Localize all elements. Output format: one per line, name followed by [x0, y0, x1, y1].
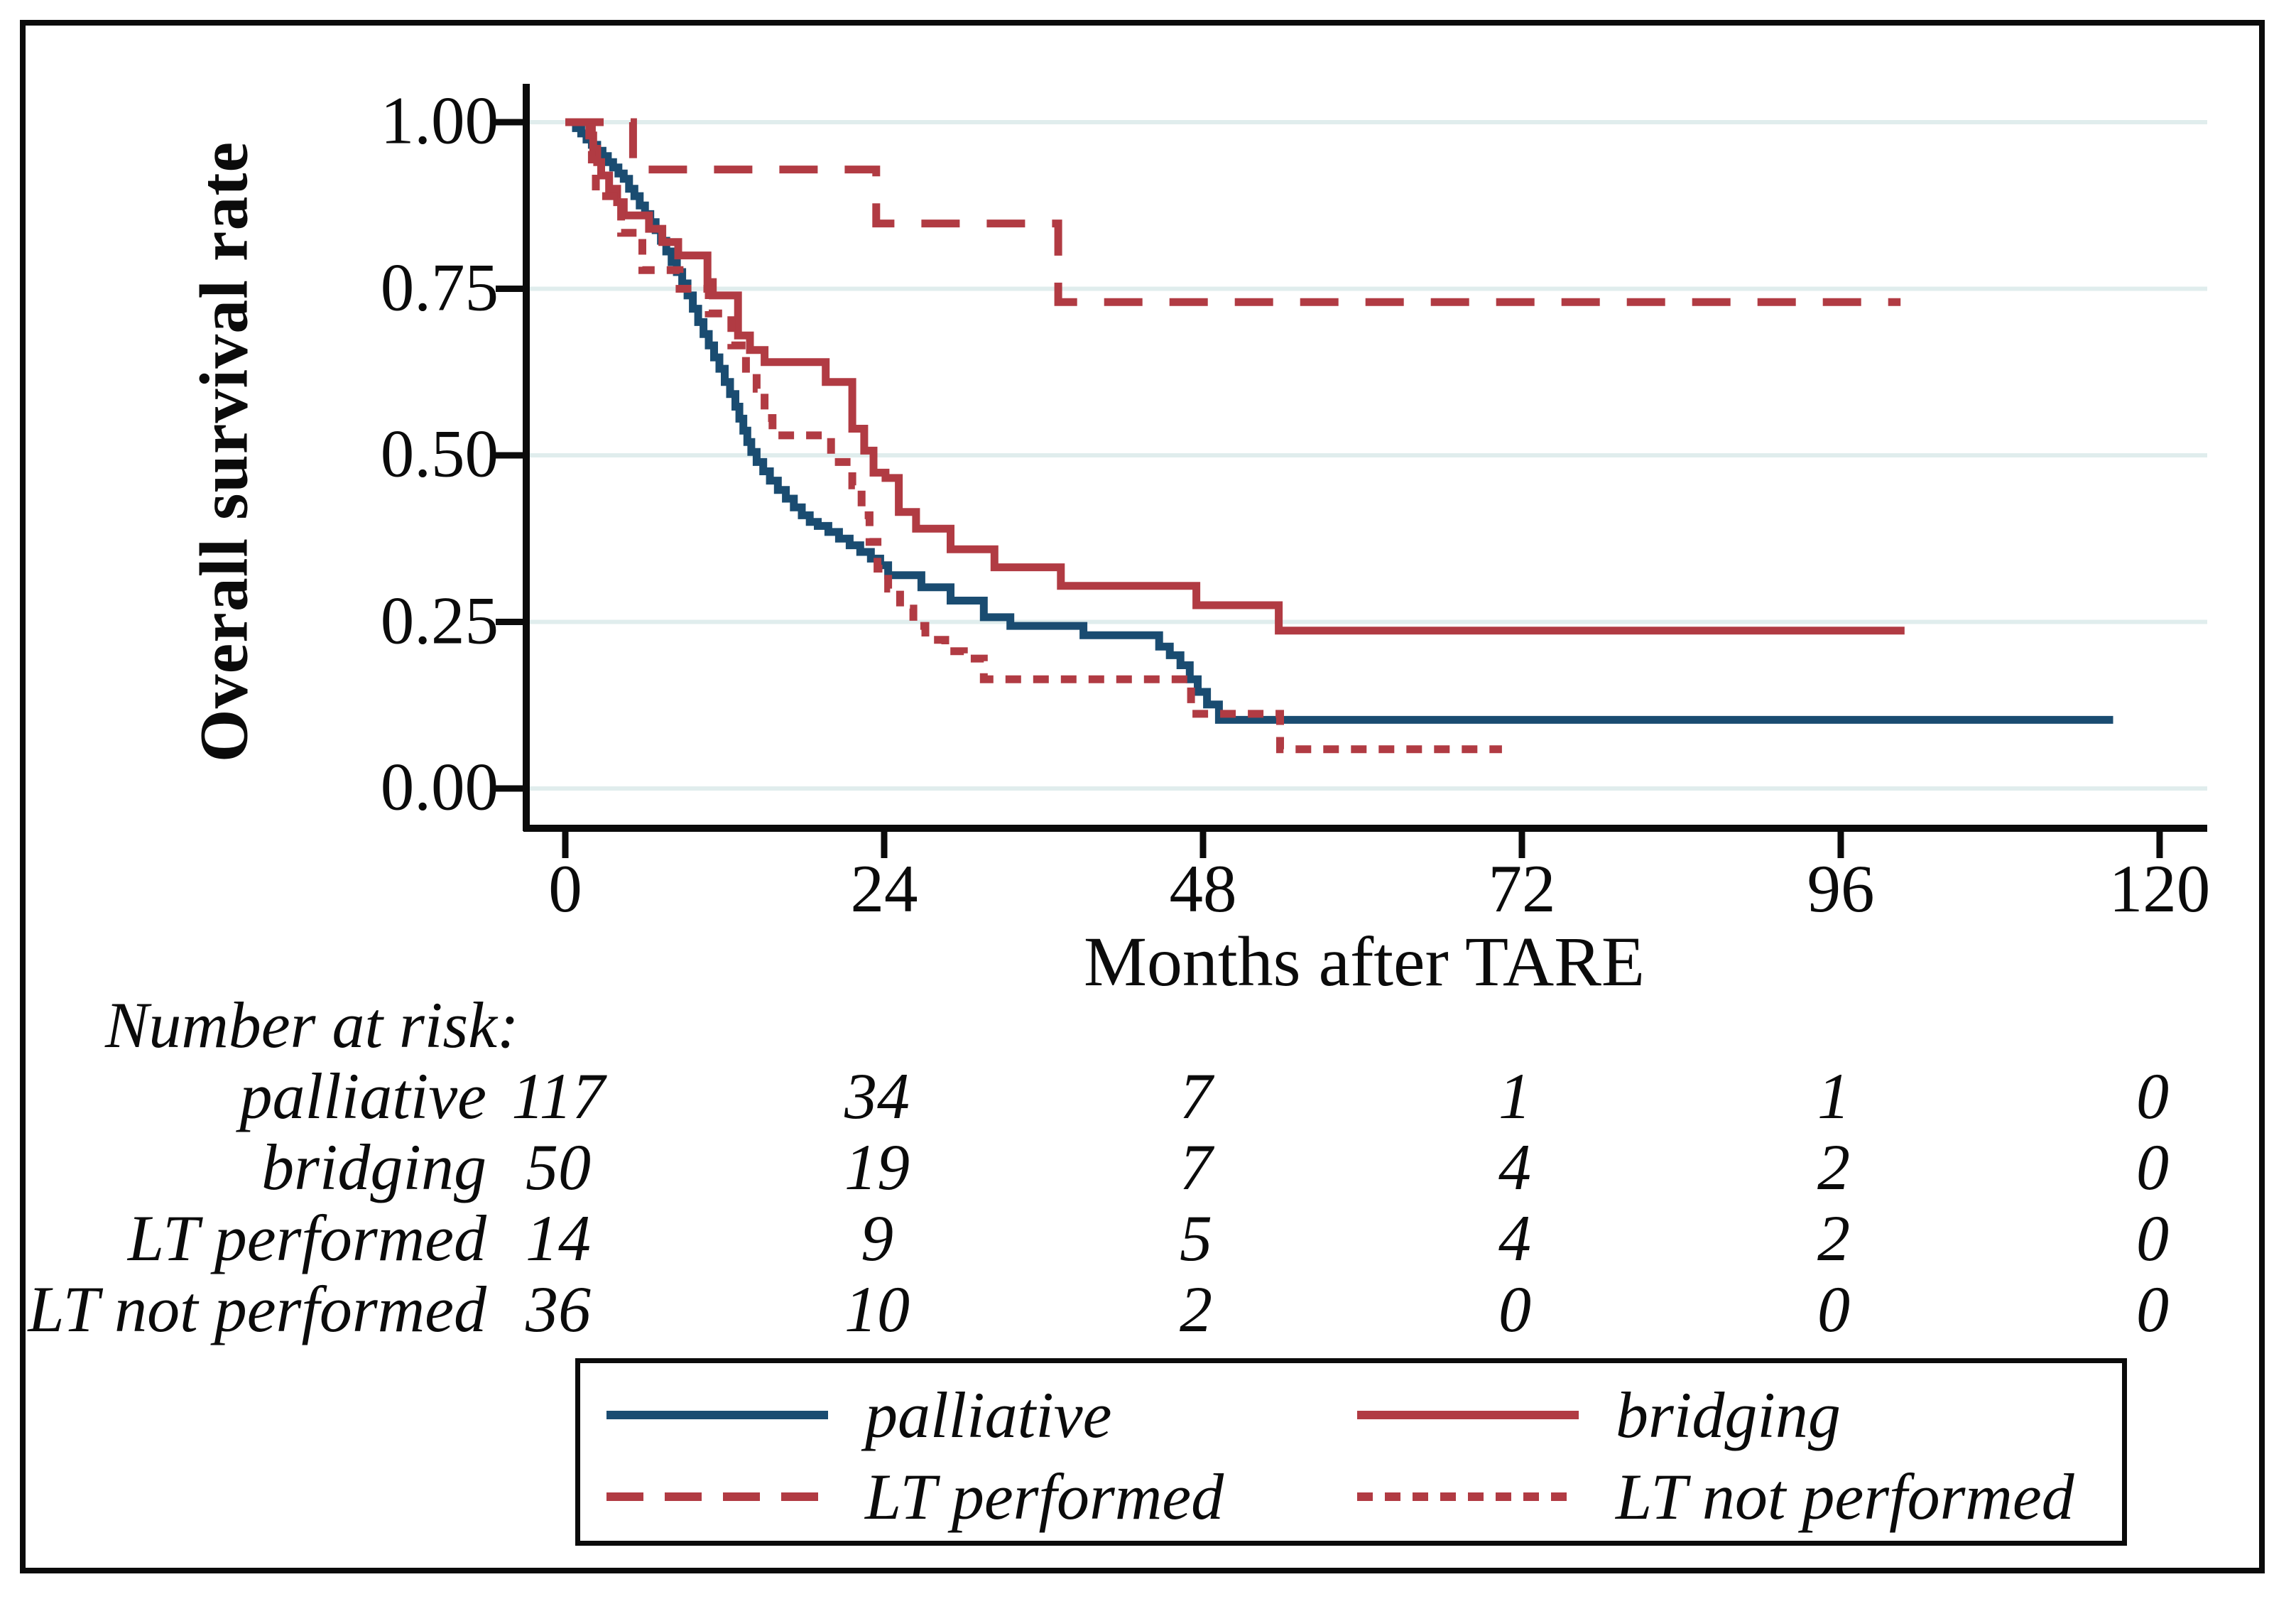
legend-label-palliative: palliative	[865, 1379, 1112, 1451]
risk-row-label: bridging	[261, 1130, 486, 1203]
x-tick-label: 48	[1169, 851, 1237, 926]
x-tick-label: 0	[548, 851, 582, 926]
y-tick-label: 1.00	[380, 82, 499, 158]
risk-count: 19	[844, 1130, 910, 1203]
risk-count: 2	[1179, 1272, 1212, 1345]
risk-count: 2	[1817, 1130, 1850, 1203]
risk-count: 34	[844, 1059, 910, 1132]
risk-count: 14	[526, 1201, 591, 1274]
legend-item-palliative: palliative	[604, 1377, 1111, 1453]
y-axis-title: Overall survival rate	[185, 141, 262, 763]
legend-label-lt-performed: LT performed	[865, 1460, 1224, 1533]
y-tick-label: 0.25	[380, 582, 499, 658]
y-tick-label: 0.00	[380, 749, 499, 825]
risk-count: 5	[1179, 1201, 1212, 1274]
curve-palliative	[565, 118, 2113, 724]
risk-row-label: palliative	[239, 1059, 486, 1132]
risk-count: 117	[511, 1059, 605, 1132]
risk-count: 0	[1817, 1272, 1850, 1345]
risk-table-title: Number at risk:	[105, 989, 519, 1061]
risk-count: 7	[1179, 1059, 1212, 1132]
risk-count: 9	[860, 1201, 893, 1274]
risk-count: 0	[2136, 1059, 2169, 1132]
survival-curves	[565, 118, 2113, 754]
risk-count: 7	[1179, 1130, 1212, 1203]
legend-item-bridging: bridging	[1354, 1377, 1841, 1453]
risk-count: 36	[526, 1272, 591, 1345]
legend-label-lt-not-performed: LT not performed	[1616, 1460, 2074, 1533]
axes	[496, 84, 2207, 858]
risk-count: 0	[2136, 1201, 2169, 1274]
risk-count: 10	[844, 1272, 910, 1345]
y-tick-label: 0.50	[380, 416, 499, 492]
lt-not-performed-line-sample	[1357, 1492, 1579, 1501]
risk-count: 4	[1498, 1201, 1531, 1274]
curve-lt-not-performed	[565, 118, 1502, 754]
risk-count: 50	[526, 1130, 591, 1203]
x-axis-title: Months after TARE	[1083, 922, 1645, 1001]
curve-bridging	[565, 118, 1905, 635]
x-tick-label: 120	[2109, 851, 2211, 926]
x-tick-label: 96	[1807, 851, 1875, 926]
risk-count: 2	[1817, 1201, 1850, 1274]
risk-count: 1	[1498, 1059, 1531, 1132]
risk-count: 4	[1498, 1130, 1531, 1203]
palliative-line-sample	[606, 1411, 828, 1419]
x-tick-label: 72	[1488, 851, 1556, 926]
bridging-line-sample	[1357, 1411, 1579, 1419]
figure-border	[20, 20, 2265, 1573]
risk-count: 0	[2136, 1130, 2169, 1203]
y-tick-label: 0.75	[380, 249, 499, 325]
risk-count: 0	[1498, 1272, 1531, 1345]
legend-label-bridging: bridging	[1616, 1379, 1841, 1451]
risk-count: 1	[1817, 1059, 1850, 1132]
legend: palliative bridging LT performed LT not …	[575, 1358, 2127, 1546]
x-tick-label: 24	[850, 851, 918, 926]
legend-item-lt-not-performed: LT not performed	[1354, 1459, 2074, 1534]
lt-performed-line-sample	[606, 1492, 828, 1501]
gridlines	[529, 120, 2207, 791]
curve-lt-performed	[565, 118, 1901, 306]
risk-count: 0	[2136, 1272, 2169, 1345]
risk-row-label: LT performed	[127, 1201, 486, 1274]
risk-row-label: LT not performed	[28, 1272, 486, 1345]
legend-item-lt-performed: LT performed	[604, 1459, 1224, 1534]
